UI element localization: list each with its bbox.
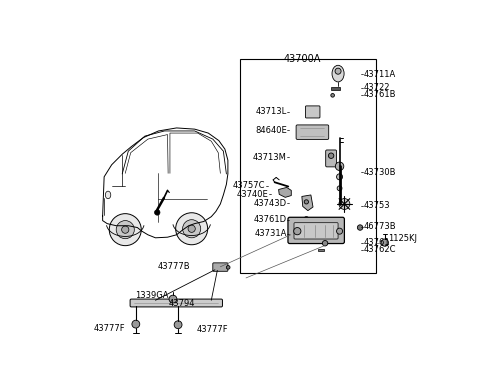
- Circle shape: [335, 68, 341, 74]
- Circle shape: [336, 228, 343, 234]
- Text: 43794: 43794: [168, 298, 195, 307]
- Circle shape: [358, 225, 363, 230]
- Text: 43762C: 43762C: [364, 245, 396, 254]
- Text: 43761B: 43761B: [364, 90, 396, 99]
- Circle shape: [339, 199, 350, 209]
- FancyBboxPatch shape: [288, 217, 344, 243]
- Circle shape: [336, 174, 343, 180]
- FancyBboxPatch shape: [296, 125, 329, 140]
- FancyBboxPatch shape: [213, 263, 228, 271]
- Text: 43761: 43761: [364, 238, 390, 247]
- Polygon shape: [278, 187, 291, 197]
- Text: 43777B: 43777B: [157, 262, 190, 271]
- Text: 43743D: 43743D: [253, 199, 287, 208]
- Circle shape: [323, 241, 328, 246]
- Text: 43730B: 43730B: [364, 168, 396, 177]
- Text: 84640E: 84640E: [255, 125, 287, 134]
- Polygon shape: [302, 195, 313, 211]
- Circle shape: [304, 217, 309, 221]
- Circle shape: [381, 239, 388, 246]
- Text: 43740E: 43740E: [237, 190, 269, 198]
- Text: 43777F: 43777F: [94, 324, 125, 333]
- FancyBboxPatch shape: [294, 223, 338, 239]
- Ellipse shape: [105, 191, 111, 199]
- Circle shape: [328, 153, 334, 158]
- Text: 43713M: 43713M: [253, 153, 287, 162]
- Circle shape: [174, 321, 182, 328]
- Text: 43722: 43722: [364, 83, 390, 92]
- Circle shape: [116, 221, 134, 239]
- Text: 1339GA: 1339GA: [135, 290, 169, 299]
- Text: 1125KJ: 1125KJ: [388, 234, 417, 243]
- Text: 43757C: 43757C: [233, 181, 265, 191]
- Circle shape: [304, 200, 309, 204]
- FancyBboxPatch shape: [130, 299, 222, 307]
- Circle shape: [336, 162, 344, 171]
- Bar: [318, 249, 324, 251]
- Text: 43761D: 43761D: [253, 215, 287, 224]
- Bar: [331, 87, 339, 90]
- Circle shape: [227, 265, 230, 269]
- Text: 43711A: 43711A: [364, 70, 396, 79]
- Text: 43713L: 43713L: [255, 107, 287, 116]
- Circle shape: [331, 94, 335, 97]
- Circle shape: [182, 220, 201, 238]
- Text: 43700A: 43700A: [283, 54, 321, 64]
- Circle shape: [294, 227, 301, 235]
- Circle shape: [109, 214, 141, 246]
- Circle shape: [337, 186, 342, 191]
- Text: 43777F: 43777F: [196, 325, 228, 334]
- Ellipse shape: [332, 65, 344, 82]
- Circle shape: [300, 219, 303, 222]
- Circle shape: [169, 295, 177, 303]
- FancyBboxPatch shape: [326, 150, 336, 167]
- Text: 43731A: 43731A: [254, 229, 287, 238]
- Text: 43753: 43753: [364, 201, 390, 210]
- Circle shape: [121, 226, 129, 233]
- Circle shape: [155, 210, 160, 215]
- FancyBboxPatch shape: [305, 106, 320, 118]
- Circle shape: [188, 225, 195, 232]
- Text: 46773B: 46773B: [364, 222, 396, 231]
- Bar: [240, 59, 376, 274]
- Circle shape: [176, 213, 208, 245]
- Circle shape: [132, 320, 140, 328]
